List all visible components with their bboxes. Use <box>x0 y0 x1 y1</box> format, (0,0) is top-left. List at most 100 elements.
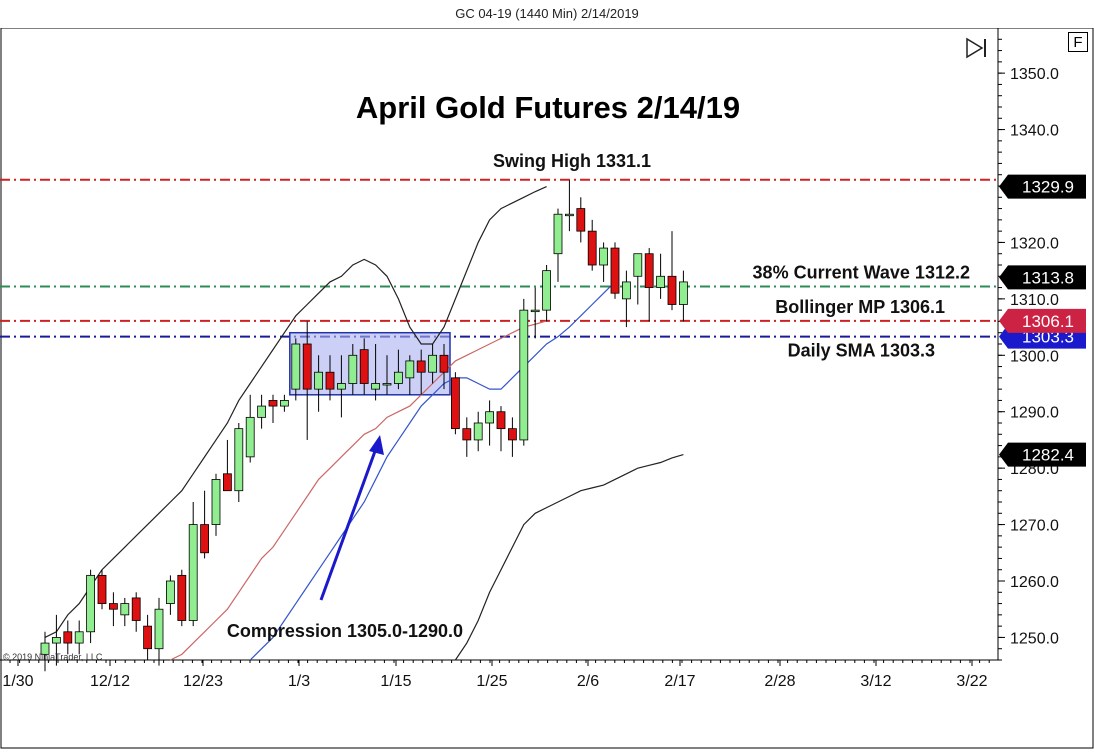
candle-body <box>268 400 278 407</box>
candle-body <box>576 208 586 232</box>
candle-body <box>188 524 198 621</box>
y-tick-label: 1350.0 <box>1010 66 1059 83</box>
candle-body <box>291 343 301 390</box>
candle-body <box>553 213 563 255</box>
candle-body <box>633 253 643 277</box>
candle-body <box>439 354 449 373</box>
badge-swing-high <box>999 174 1086 199</box>
candle-body <box>473 422 483 441</box>
x-tick-label: 2/17 <box>664 673 695 690</box>
level-label: Daily SMA 1303.3 <box>788 341 935 361</box>
candle-body <box>40 642 50 655</box>
candle-body <box>371 383 381 390</box>
candle-body <box>622 281 631 300</box>
candle-body <box>165 580 175 604</box>
chart-window-title: GC 04-19 (1440 Min) 2/14/2019 <box>455 6 639 21</box>
f-button[interactable]: F <box>1068 32 1088 52</box>
x-tick-label: 1/25 <box>476 673 507 690</box>
chart-title: April Gold Futures 2/14/19 <box>356 90 740 125</box>
y-tick-label: 1300.0 <box>1010 348 1059 365</box>
candle-body <box>154 608 164 650</box>
level-label: Bollinger MP 1306.1 <box>775 297 945 317</box>
level-label: Swing High 1331.1 <box>493 151 651 171</box>
x-tick-label: 1/30 <box>2 673 33 690</box>
y-tick-label: 1270.0 <box>1010 518 1059 535</box>
candle-body <box>200 524 210 554</box>
candle-body <box>97 574 107 604</box>
candle-body <box>245 416 255 458</box>
x-tick-label: 1/3 <box>288 673 310 690</box>
badge-bollinger-mp-text: 1306.1 <box>1022 312 1074 331</box>
candle-body <box>131 597 141 621</box>
y-tick-label: 1290.0 <box>1010 405 1059 422</box>
candle-body <box>587 230 597 266</box>
y-tick-label: 1340.0 <box>1010 123 1059 140</box>
level-label: 38% Current Wave 1312.2 <box>753 262 970 282</box>
price-chart[interactable]: 1250.01260.01270.01280.01290.01300.01310… <box>0 27 1094 749</box>
compression-arrow-head <box>369 435 384 455</box>
candle-body <box>109 603 118 610</box>
candle-body <box>120 603 130 616</box>
candle-body <box>507 428 517 441</box>
candle-body <box>222 473 232 492</box>
candle-body <box>257 405 267 418</box>
x-tick-label: 1/15 <box>380 673 411 690</box>
badge-bollinger-mp <box>999 308 1086 333</box>
candle-body <box>656 275 665 288</box>
candle-body <box>462 428 472 441</box>
candle-body <box>496 411 506 430</box>
x-tick-label: 3/22 <box>956 673 987 690</box>
candle-body <box>177 574 187 621</box>
compression-arrow <box>319 442 380 601</box>
candle-body <box>325 371 335 390</box>
candle-body <box>143 625 153 650</box>
candle-body <box>405 360 415 379</box>
badge-38-wave <box>999 265 1086 290</box>
candle-body <box>279 400 289 407</box>
sma-line <box>249 281 616 661</box>
x-tick-label: 2/28 <box>764 673 795 690</box>
candle-body <box>519 309 529 441</box>
badge-lower-band <box>999 442 1086 467</box>
x-tick-label: 12/12 <box>90 673 130 690</box>
chart-frame[interactable]: 1250.0 1260.0 1270.0 1280.0 1290.0 1300.0 1310… <box>0 27 1094 749</box>
candle-body <box>416 360 426 373</box>
badge-38-wave-text: 1313.8 <box>1022 268 1074 287</box>
candle-body <box>599 247 608 266</box>
candle-body <box>610 247 620 294</box>
candle-body <box>565 213 574 217</box>
compression-annotation: Compression 1305.0-1290.0 <box>227 621 463 641</box>
x-tick-label: 12/23 <box>183 673 223 690</box>
candle-body <box>74 631 84 644</box>
candle-body <box>667 275 677 305</box>
candle-body <box>450 377 460 430</box>
candle-body <box>302 343 312 390</box>
candle-body <box>393 371 403 384</box>
candle-body <box>359 349 369 384</box>
candle-body <box>679 281 688 305</box>
y-tick-label: 1250.0 <box>1010 630 1059 647</box>
candle-body <box>530 309 540 313</box>
y-tick-label: 1310.0 <box>1010 292 1059 309</box>
badge-swing-high-text: 1329.9 <box>1022 178 1074 197</box>
candle-body <box>234 428 244 492</box>
x-tick-label: 3/12 <box>860 673 891 690</box>
y-tick-label: 1320.0 <box>1010 235 1059 252</box>
x-tick-label: 2/6 <box>577 673 599 690</box>
bollinger-middle-line <box>170 320 547 661</box>
badge-lower-band-text: 1282.4 <box>1022 446 1074 465</box>
candle-body <box>542 270 551 311</box>
candle-body <box>314 371 324 390</box>
candle-body <box>428 354 438 373</box>
compression-box <box>289 331 451 396</box>
candle-body <box>485 411 495 424</box>
y-tick-label: 1260.0 <box>1010 574 1059 591</box>
candle-body <box>211 479 221 525</box>
bollinger-upper-line <box>44 186 547 638</box>
candle-body <box>63 631 73 644</box>
candle-body <box>348 354 358 384</box>
scroll-to-end-icon[interactable] <box>966 37 986 59</box>
bollinger-lower-line <box>454 454 684 661</box>
candle-body <box>86 574 95 633</box>
candle-body <box>644 253 654 288</box>
